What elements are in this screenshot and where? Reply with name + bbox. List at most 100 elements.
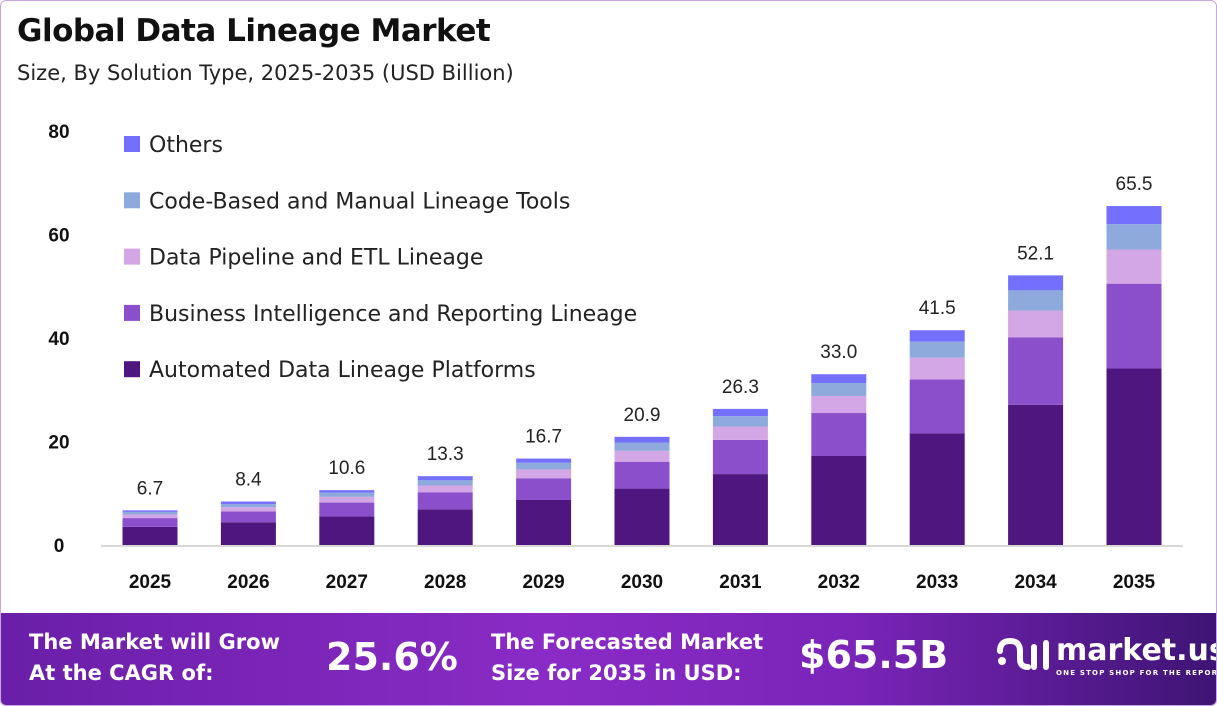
- bar-segment: [417, 492, 473, 510]
- legend-label: Automated Data Lineage Platforms: [149, 358, 536, 383]
- data-label: 8.4: [235, 470, 262, 491]
- bar-segment: [220, 507, 276, 512]
- data-label: 41.5: [919, 298, 956, 319]
- bar-segment: [811, 383, 867, 396]
- chart-title: Global Data Lineage Market: [17, 13, 491, 49]
- x-tick-label: 2030: [621, 572, 663, 593]
- y-tick-label: 80: [48, 122, 69, 143]
- y-tick-label: 0: [54, 536, 65, 557]
- legend-swatch: [124, 136, 140, 152]
- bar-segment: [220, 501, 276, 505]
- bar-segment: [1008, 275, 1064, 291]
- x-tick-label: 2029: [522, 572, 564, 593]
- forecast-label-line2: Size for 2035 in USD:: [491, 661, 742, 685]
- cagr-label: The Market will Grow At the CAGR of:: [29, 627, 280, 689]
- bar-segment: [516, 499, 572, 545]
- bar-segment: [122, 526, 178, 545]
- legend-label: Business Intelligence and Reporting Line…: [149, 302, 637, 327]
- bar-segment: [1106, 249, 1162, 284]
- cagr-value: 25.6%: [326, 635, 458, 679]
- bar-segment: [417, 476, 473, 481]
- cagr-label-line1: The Market will Grow: [29, 630, 280, 654]
- bar-segment: [909, 379, 965, 434]
- bar-segment: [1008, 290, 1064, 311]
- bar-segment: [417, 485, 473, 493]
- data-label: 6.7: [137, 478, 163, 499]
- bar-segment: [516, 462, 572, 470]
- x-tick-label: 2026: [227, 572, 269, 593]
- legend-swatch: [124, 192, 140, 209]
- bar-segment: [1008, 337, 1064, 405]
- bar-segment: [220, 504, 276, 508]
- bar-segment: [614, 442, 670, 451]
- x-tick-label: 2032: [818, 572, 860, 593]
- bar-segment: [220, 522, 276, 545]
- x-tick-label: 2027: [326, 572, 368, 593]
- forecast-value: $65.5B: [799, 633, 949, 677]
- legend-label: Data Pipeline and ETL Lineage: [149, 246, 483, 271]
- bar-segment: [1106, 283, 1162, 369]
- bar-segment: [712, 426, 768, 440]
- bar-segment: [1106, 206, 1162, 225]
- x-tick-label: 2028: [424, 572, 466, 593]
- bar-segment: [1106, 368, 1162, 545]
- bar-segment: [319, 496, 375, 503]
- bar-segment: [712, 416, 768, 427]
- bar-segment: [712, 408, 768, 417]
- data-label: 10.6: [328, 458, 365, 479]
- bar-segment: [909, 433, 965, 545]
- brand-name: market.us: [1056, 633, 1217, 668]
- data-label: 52.1: [1017, 243, 1054, 264]
- bar-segment: [319, 490, 375, 493]
- footer-banner: The Market will Grow At the CAGR of: 25.…: [1, 613, 1217, 705]
- bar-segment: [122, 514, 178, 519]
- bar-segment: [319, 492, 375, 497]
- data-label: 13.3: [427, 444, 464, 465]
- bar-segment: [614, 436, 670, 443]
- data-label: 16.7: [525, 427, 562, 448]
- forecast-label-line1: The Forecasted Market: [491, 630, 764, 654]
- bar-segment: [811, 455, 867, 545]
- stacked-bar-chart: 0 20 40 60 80 6.7 2025 8.4 2026 10.6 2027 13.3 2028 1…: [48, 122, 1183, 593]
- y-tick-label: 20: [48, 433, 69, 454]
- bar-segment: [811, 374, 867, 384]
- bar-segment: [614, 450, 670, 462]
- bar-segment: [1008, 310, 1064, 338]
- data-label: 33.0: [820, 342, 857, 363]
- legend-swatch: [124, 361, 140, 378]
- bar-segment: [811, 413, 867, 456]
- bar-segment: [909, 357, 965, 380]
- bar-segment: [1106, 224, 1162, 250]
- bar-segment: [319, 502, 375, 517]
- bar-segment: [614, 488, 670, 545]
- brand-logo-icon: [997, 637, 1049, 670]
- y-tick-label: 60: [48, 226, 69, 247]
- cagr-label-line2: At the CAGR of:: [29, 661, 214, 685]
- data-label: 20.9: [624, 405, 661, 426]
- bar-segment: [220, 511, 276, 523]
- bar-segment: [516, 478, 572, 500]
- bar-segment: [712, 474, 768, 545]
- bar-segment: [319, 516, 375, 545]
- data-label: 65.5: [1116, 174, 1153, 195]
- bar-segment: [417, 509, 473, 545]
- bar-segment: [1008, 404, 1064, 545]
- x-tick-label: 2035: [1113, 572, 1156, 593]
- bar-segment: [909, 341, 965, 358]
- data-label: 26.3: [722, 377, 759, 398]
- x-tick-label: 2025: [129, 572, 172, 593]
- x-tick-label: 2034: [1014, 572, 1057, 593]
- bar-segment: [712, 439, 768, 475]
- chart-subtitle: Size, By Solution Type, 2025-2035 (USD B…: [17, 61, 514, 85]
- bar-segment: [516, 469, 572, 479]
- legend-label: Code-Based and Manual Lineage Tools: [149, 189, 570, 214]
- x-tick-label: 2031: [719, 572, 762, 593]
- bar-segment: [122, 518, 178, 527]
- bar-segment: [811, 395, 867, 414]
- bar-segment: [122, 510, 178, 512]
- legend-label: Others: [149, 133, 223, 158]
- brand-tagline: ONE STOP SHOP FOR THE REPORTS: [1056, 669, 1217, 677]
- bar-segment: [516, 458, 572, 463]
- bar-segment: [417, 480, 473, 486]
